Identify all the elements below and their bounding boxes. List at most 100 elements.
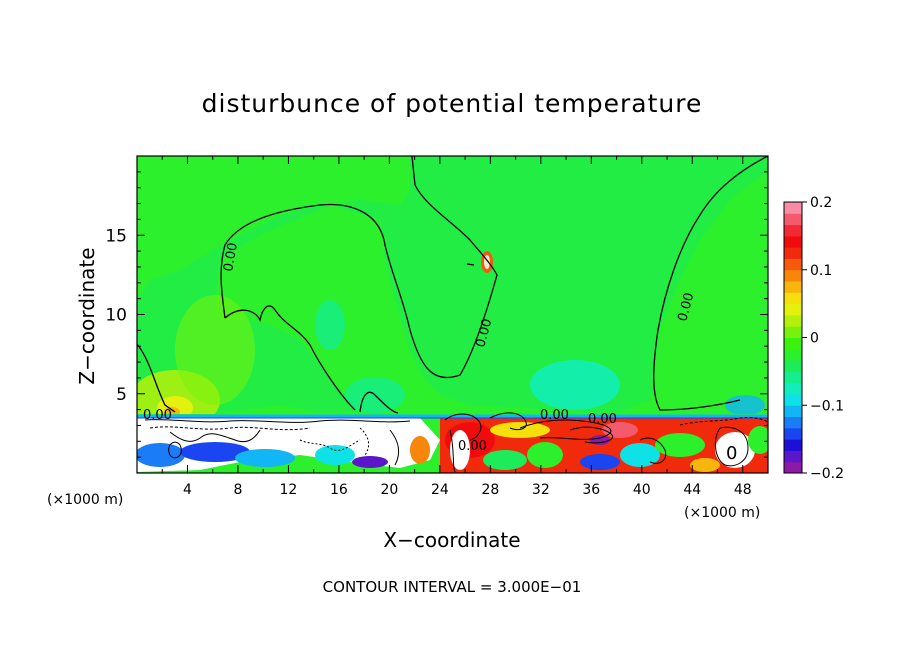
scribble-8 bbox=[444, 413, 482, 441]
contour-line-right bbox=[653, 156, 768, 411]
colorbar bbox=[783, 201, 803, 474]
scribble-9 bbox=[489, 412, 527, 431]
contour-line-left-upper bbox=[220, 156, 498, 379]
colorbar-swatch bbox=[784, 202, 802, 214]
colorbar-swatch bbox=[784, 258, 802, 271]
colorbar-swatch bbox=[784, 247, 802, 259]
colorbar-labels: 0.2 0.1 0 −0.1 −0.2 bbox=[802, 195, 844, 482]
contour-interval-note: CONTOUR INTERVAL = 3.000E−01 bbox=[323, 578, 582, 596]
contour-label-3: 0.00 bbox=[675, 291, 697, 323]
field-warm-left-mid bbox=[175, 295, 255, 405]
colorbar-swatch bbox=[784, 405, 802, 418]
x-unit-right: (×1000 m) bbox=[684, 505, 760, 521]
scribble-13 bbox=[714, 426, 749, 467]
bl-green-3 bbox=[655, 433, 705, 457]
colorbar-swatch bbox=[784, 235, 802, 248]
contour-label-7: 0.00 bbox=[458, 439, 487, 454]
bl-blob-3 bbox=[235, 449, 295, 467]
colorbar-tick-label: −0.2 bbox=[810, 466, 844, 482]
bl-cyan-1 bbox=[620, 443, 660, 467]
colorbar-swatch bbox=[784, 213, 802, 226]
bl-blob-5 bbox=[352, 456, 388, 468]
colorbar-tick-label: 0.2 bbox=[810, 195, 832, 211]
scribble-12 bbox=[449, 429, 456, 473]
x-tick-label: 16 bbox=[330, 482, 348, 498]
field-cool-patch-c bbox=[530, 360, 620, 410]
y-tick-label: 5 bbox=[116, 385, 127, 405]
bl-blob-4 bbox=[315, 445, 355, 465]
scribble-2 bbox=[149, 426, 311, 431]
field-cool-patch-a bbox=[315, 300, 345, 350]
chart-title: disturbunce of potential temperature bbox=[202, 89, 703, 118]
x-tick-label: 44 bbox=[683, 482, 701, 498]
x-axis-label: X−coordinate bbox=[383, 528, 520, 552]
bl-green-4 bbox=[748, 426, 768, 454]
colorbar-swatch bbox=[784, 314, 802, 327]
boundary-contour-scribbles bbox=[144, 412, 768, 473]
colorbar-swatch bbox=[784, 337, 802, 350]
x-tick-label: 20 bbox=[380, 482, 398, 498]
scribble-14 bbox=[639, 437, 667, 464]
field-region-neutral-upper bbox=[137, 156, 768, 414]
scribble-15 bbox=[679, 417, 768, 426]
scribble-5 bbox=[299, 439, 361, 451]
colorbar-swatch bbox=[784, 281, 802, 293]
bl-purple-1 bbox=[590, 435, 610, 445]
colorbar-swatch bbox=[784, 360, 802, 372]
bl-orange-1 bbox=[690, 458, 720, 472]
y-axis-label: Z−coordinate bbox=[75, 247, 99, 384]
contour-label-4: 0.00 bbox=[143, 408, 172, 423]
bl-blob-2 bbox=[180, 442, 250, 462]
bl-blue-1 bbox=[580, 454, 620, 470]
colorbar-tick-label: 0.1 bbox=[810, 263, 832, 279]
bl-yellow-1 bbox=[490, 422, 550, 438]
contour-line-stub bbox=[466, 263, 475, 266]
scribble-7 bbox=[389, 429, 400, 466]
bl-green-2 bbox=[527, 442, 563, 468]
x-tick-label: 8 bbox=[233, 482, 242, 498]
colorbar-swatch bbox=[784, 224, 802, 237]
x-tick-label: 4 bbox=[183, 482, 192, 498]
y-axis: 5 10 15 bbox=[105, 171, 768, 458]
field-cool-patch-d bbox=[725, 395, 765, 415]
x-tick-label: 24 bbox=[431, 482, 449, 498]
bl-blob-1 bbox=[137, 443, 185, 467]
y-tick-label: 10 bbox=[105, 306, 127, 326]
contour-line-left-mid bbox=[224, 305, 356, 411]
contour-line-small-loop bbox=[359, 391, 399, 414]
colorbar-swatch bbox=[784, 303, 802, 316]
colorbar-swatch bbox=[784, 427, 802, 440]
contour-label-2: 0.00 bbox=[473, 317, 495, 349]
colorbar-swatch bbox=[784, 371, 802, 384]
colorbar-swatch bbox=[784, 326, 802, 338]
contour-label-5: 0.00 bbox=[540, 408, 569, 423]
colorbar-swatch bbox=[784, 416, 802, 429]
x-tick-label: 36 bbox=[582, 482, 600, 498]
colorbar-swatch bbox=[784, 269, 802, 282]
x-tick-label: 40 bbox=[633, 482, 651, 498]
colorbar-swatch bbox=[784, 348, 802, 361]
colorbar-swatch bbox=[784, 439, 802, 451]
contour-label-zero-small: 0 bbox=[726, 443, 737, 464]
scribble-11 bbox=[569, 426, 613, 444]
colorbar-swatch bbox=[784, 382, 802, 395]
plot-area: 0.00 0.00 0.00 0.00 0.00 0.00 0.00 0 bbox=[137, 156, 768, 473]
bl-blob-6 bbox=[410, 436, 430, 464]
x-unit-left: (×1000 m) bbox=[47, 492, 123, 508]
x-tick-label: 12 bbox=[280, 482, 298, 498]
contour-label-6: 0.00 bbox=[588, 412, 617, 427]
x-tick-label: 48 bbox=[734, 482, 752, 498]
scribble-3 bbox=[169, 429, 261, 443]
bl-green-1 bbox=[483, 450, 527, 470]
contour-label-1: 0.00 bbox=[221, 242, 241, 273]
colorbar-swatch bbox=[784, 393, 802, 406]
colorbar-swatch bbox=[784, 450, 802, 463]
contour-labels: 0.00 0.00 0.00 0.00 0.00 0.00 0.00 0 bbox=[143, 242, 737, 464]
scribble-1 bbox=[144, 419, 411, 423]
contour-line-left-lobe bbox=[137, 343, 176, 413]
colorbar-tick-label: 0 bbox=[810, 331, 819, 347]
zero-contours bbox=[137, 156, 768, 414]
colorbar-swatch bbox=[784, 292, 802, 305]
scribble-10 bbox=[519, 419, 612, 440]
